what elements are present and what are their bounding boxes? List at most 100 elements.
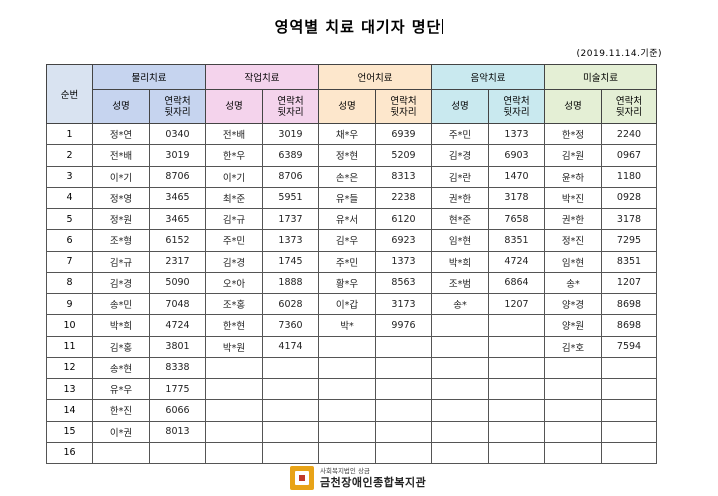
table-row: 13 유*우 1775 [46, 377, 657, 401]
contact-cell-occupational: 5951 [262, 186, 319, 210]
name-header-occupational: 성명 [205, 89, 263, 124]
order-cell: 1 [46, 122, 93, 146]
order-cell: 5 [46, 207, 93, 231]
contact-cell-occupational [262, 441, 319, 465]
contact-cell-occupational: 1888 [262, 271, 319, 295]
name-cell-physical: 조*형 [92, 229, 150, 252]
name-cell-art [544, 441, 602, 465]
text-cursor [442, 19, 444, 34]
order-header: 순번 [46, 64, 93, 124]
contact-cell-occupational: 6389 [262, 144, 319, 167]
contact-cell-occupational [262, 420, 319, 443]
name-cell-physical: 정*원 [92, 207, 150, 231]
contact-cell-speech [375, 399, 432, 422]
contact-cell-speech: 3173 [375, 292, 432, 316]
contact-cell-art: 1180 [601, 165, 657, 188]
contact-cell-physical: 3465 [149, 207, 206, 231]
table-row: 1 정*연 0340 전*배 3019 채*우 6939 주*민 1373 한*정 2240 [46, 122, 657, 146]
contact-cell-art: 1207 [601, 271, 657, 295]
order-cell: 2 [46, 144, 93, 167]
contact-cell-physical: 2317 [149, 250, 206, 273]
contact-cell-music: 1470 [488, 165, 545, 188]
group-header-speech: 언어치료 [318, 64, 432, 90]
contact-cell-physical: 3465 [149, 186, 206, 210]
name-cell-speech [318, 356, 376, 380]
contact-cell-music: 4724 [488, 250, 545, 273]
name-cell-occupational: 한*우 [205, 144, 263, 167]
contact-cell-speech: 8313 [375, 165, 432, 188]
contact-cell-physical: 3019 [149, 144, 206, 167]
contact-header-occupational: 연락처 뒷자리 [262, 89, 319, 124]
table-row: 9 송*민 7048 조*홍 6028 이*갑 3173 송* 1207 양*경 8698 [46, 292, 657, 316]
contact-cell-art: 0928 [601, 186, 657, 210]
name-cell-occupational: 김*규 [205, 207, 263, 231]
contact-cell-occupational: 1373 [262, 229, 319, 252]
name-cell-music [431, 399, 489, 422]
name-cell-speech: 박* [318, 314, 376, 337]
name-cell-physical: 정*영 [92, 186, 150, 210]
contact-cell-physical: 8706 [149, 165, 206, 188]
name-cell-speech [318, 335, 376, 358]
group-header-occupational: 작업치료 [205, 64, 319, 90]
table-row: 8 김*경 5090 오*아 1888 황*우 8563 조*범 6864 송* 1207 [46, 271, 657, 295]
contact-cell-music [488, 377, 545, 401]
name-cell-music: 권*한 [431, 186, 489, 210]
name-cell-art: 임*현 [544, 250, 602, 273]
waitlist-table: 순번 물리치료 작업치료 언어치료 음악치료 미술치료 성명 연락처 뒷자리 성명 연… [46, 64, 657, 465]
name-cell-music: 박*희 [431, 250, 489, 273]
name-cell-speech: 유*서 [318, 207, 376, 231]
order-cell: 13 [46, 377, 93, 401]
name-cell-speech [318, 399, 376, 422]
table-row: 10 박*희 4724 한*현 7360 박* 9976 양*원 8698 [46, 314, 657, 337]
name-cell-art: 양*경 [544, 292, 602, 316]
contact-cell-speech: 5209 [375, 144, 432, 167]
name-cell-art: 정*진 [544, 229, 602, 252]
name-cell-art: 권*한 [544, 207, 602, 231]
contact-cell-occupational [262, 356, 319, 380]
contact-cell-speech: 8563 [375, 271, 432, 295]
name-cell-speech: 채*우 [318, 122, 376, 146]
group-header-physical: 물리치료 [92, 64, 206, 90]
name-cell-speech: 정*현 [318, 144, 376, 167]
name-cell-occupational: 김*경 [205, 250, 263, 273]
logo-subtitle: 사회복지법인 상금 [320, 467, 370, 476]
name-cell-speech: 황*우 [318, 271, 376, 295]
contact-cell-music: 8351 [488, 229, 545, 252]
contact-cell-speech [375, 441, 432, 465]
name-cell-art: 김*호 [544, 335, 602, 358]
page-title: 영역별 치료 대기자 명단 [0, 16, 718, 37]
table-row: 6 조*형 6152 주*민 1373 김*우 6923 임*현 8351 정*진 7295 [46, 229, 657, 252]
table-row: 4 정*영 3465 최*준 5951 유*들 2238 권*한 3178 박*진 0928 [46, 186, 657, 210]
order-cell: 8 [46, 271, 93, 295]
name-cell-music [431, 314, 489, 337]
name-cell-speech: 손*은 [318, 165, 376, 188]
name-header-physical: 성명 [92, 89, 150, 124]
name-cell-speech [318, 377, 376, 401]
contact-cell-speech: 9976 [375, 314, 432, 337]
name-cell-music: 송* [431, 292, 489, 316]
name-cell-speech [318, 420, 376, 443]
contact-cell-speech: 2238 [375, 186, 432, 210]
contact-cell-music [488, 314, 545, 337]
contact-cell-physical: 8013 [149, 420, 206, 443]
order-cell: 11 [46, 335, 93, 358]
table-row: 3 이*기 8706 이*기 8706 손*은 8313 김*란 1470 윤*하 1180 [46, 165, 657, 188]
name-cell-art: 윤*하 [544, 165, 602, 188]
order-cell: 12 [46, 356, 93, 380]
contact-cell-art [601, 399, 657, 422]
name-cell-physical: 한*진 [92, 399, 150, 422]
name-cell-physical: 유*우 [92, 377, 150, 401]
name-cell-art: 박*진 [544, 186, 602, 210]
name-cell-physical [92, 441, 150, 465]
logo-mark-icon [290, 466, 314, 490]
name-cell-occupational: 주*민 [205, 229, 263, 252]
contact-cell-occupational: 1745 [262, 250, 319, 273]
name-cell-physical: 송*현 [92, 356, 150, 380]
contact-cell-speech: 6120 [375, 207, 432, 231]
contact-cell-speech [375, 420, 432, 443]
order-cell: 15 [46, 420, 93, 443]
name-cell-art [544, 420, 602, 443]
name-cell-speech: 김*우 [318, 229, 376, 252]
name-cell-art: 김*원 [544, 144, 602, 167]
order-cell: 14 [46, 399, 93, 422]
